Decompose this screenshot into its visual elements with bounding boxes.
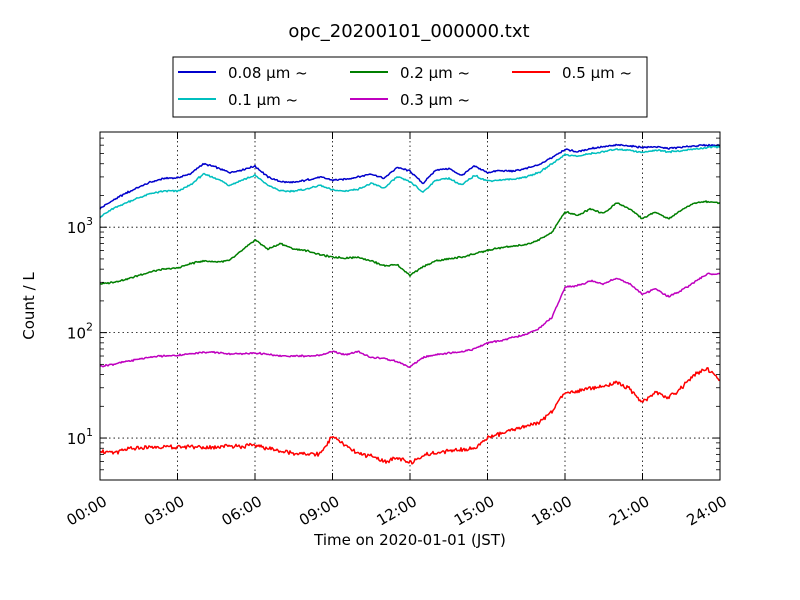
legend-label: 0.08 μm ~ — [228, 64, 308, 82]
series-line — [99, 143, 721, 210]
chart-title: opc_20200101_000000.txt — [288, 21, 529, 42]
series-line — [99, 272, 721, 369]
legend-box — [172, 56, 648, 118]
legend: 0.08 μm ~ 0.1 μm ~ 0.2 μm ~ 0.3 μm ~ 0.5 μm … — [172, 56, 648, 118]
series-line — [99, 145, 720, 219]
legend-label: 0.5 μm ~ — [562, 64, 632, 82]
legend-label: 0.1 μm ~ — [228, 91, 298, 109]
series-line — [100, 200, 721, 285]
legend-label: 0.2 μm ~ — [400, 64, 470, 82]
x-axis-label: Time on 2020-01-01 (JST) — [313, 531, 506, 549]
series-lines — [99, 143, 721, 465]
series-line — [99, 367, 721, 465]
axis-ticks — [99, 131, 721, 481]
y-axis-label: Count / L — [20, 272, 38, 340]
legend-label: 0.3 μm ~ — [400, 91, 470, 109]
